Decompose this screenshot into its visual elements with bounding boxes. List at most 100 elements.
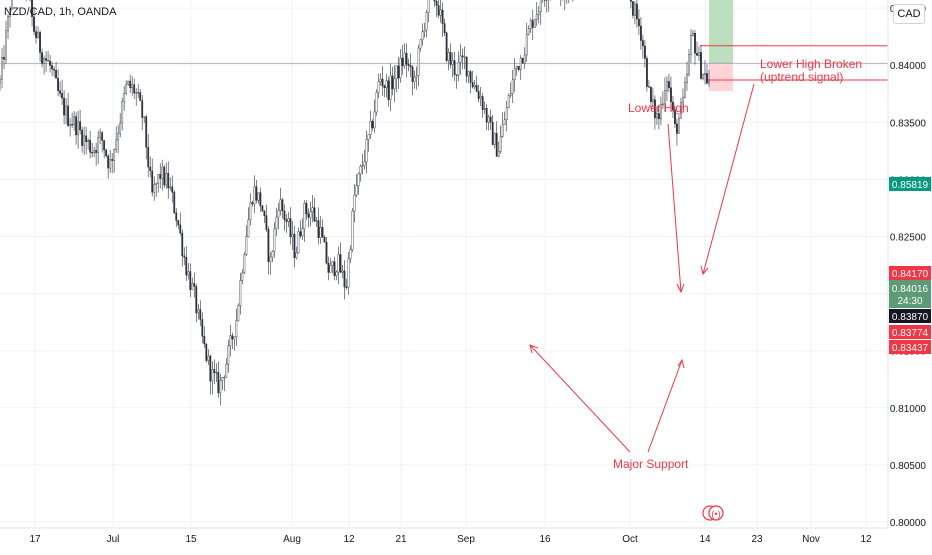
candle-body xyxy=(164,167,165,185)
candle-body xyxy=(522,58,523,63)
candle-body xyxy=(256,187,257,201)
candle-body xyxy=(684,83,685,97)
candle-body xyxy=(272,251,273,257)
candle-body xyxy=(374,112,375,128)
candle-body xyxy=(47,60,48,61)
price-axis[interactable]: 0.800000.805000.810000.815000.820000.825… xyxy=(890,0,927,529)
candle-body xyxy=(646,58,647,86)
candle-body xyxy=(37,32,38,38)
y-tick-label: 0.80500 xyxy=(890,461,927,472)
candle-body xyxy=(696,53,697,55)
candles xyxy=(0,0,710,405)
candle-body xyxy=(488,117,489,122)
candle-body xyxy=(540,0,541,12)
candle-body xyxy=(500,136,501,151)
currency-button[interactable]: CAD xyxy=(893,4,925,24)
candle-body xyxy=(524,55,525,63)
candle-body xyxy=(630,0,631,1)
candle-body xyxy=(276,217,277,229)
candle-body xyxy=(192,283,193,289)
candle-body xyxy=(352,211,353,250)
grid xyxy=(0,0,888,528)
candle-body xyxy=(95,150,96,152)
candle-body xyxy=(476,85,477,91)
candle-body xyxy=(166,173,167,185)
candle-body xyxy=(702,74,703,78)
candle-body xyxy=(408,64,409,65)
candle-body xyxy=(150,167,151,171)
candle-body xyxy=(248,220,249,237)
candle-body xyxy=(382,79,383,86)
candle-body xyxy=(254,187,255,204)
candle-body xyxy=(83,136,84,146)
candle-body xyxy=(264,211,265,216)
candle-body xyxy=(0,79,1,82)
candle-body xyxy=(280,200,281,211)
candle-body xyxy=(648,87,649,88)
candle-body xyxy=(348,259,349,287)
candle-body xyxy=(372,121,373,128)
candle-body xyxy=(127,81,128,84)
candle-body xyxy=(694,33,695,53)
candle-body xyxy=(101,133,102,141)
candle-body xyxy=(422,32,423,40)
candle-body xyxy=(360,166,361,174)
candle-body xyxy=(113,150,114,161)
candle-body xyxy=(396,66,397,79)
candle-body xyxy=(416,76,417,77)
candle-body xyxy=(262,206,263,211)
candle-body xyxy=(370,121,371,134)
candle-body xyxy=(366,139,367,161)
candle-body xyxy=(376,92,377,112)
annotations[interactable]: Lower High Lower High Broken (uptrend si… xyxy=(530,57,862,471)
candle-body xyxy=(212,369,213,381)
candle-body xyxy=(668,81,669,87)
event-markers[interactable]: (•) xyxy=(703,506,723,520)
x-tick-label: Sep xyxy=(457,534,475,545)
candle-body xyxy=(180,225,181,233)
candle-body xyxy=(666,81,667,90)
candle-body xyxy=(67,106,68,126)
candle-body xyxy=(178,221,179,225)
candle-body xyxy=(214,369,215,372)
candle-body xyxy=(398,66,399,78)
candle-body xyxy=(200,310,201,320)
candle-body xyxy=(644,46,645,58)
candle-body xyxy=(486,108,487,122)
candle-body xyxy=(534,20,535,28)
candle-body xyxy=(346,287,347,288)
candle-body xyxy=(636,4,637,19)
price-label: 0.84170 xyxy=(892,269,929,280)
candle-body xyxy=(63,98,64,115)
candle-body xyxy=(314,208,315,221)
candle-body xyxy=(268,229,269,261)
candle-body xyxy=(228,346,229,364)
candle-body xyxy=(252,203,253,204)
candle-body xyxy=(464,57,465,58)
candle-body xyxy=(512,80,513,94)
candle-body xyxy=(146,117,147,147)
candle-body xyxy=(402,58,403,66)
candle-body xyxy=(532,20,533,27)
candle-body xyxy=(642,41,643,46)
candle-body xyxy=(121,101,122,123)
candle-body xyxy=(298,232,299,253)
horizontal-levels[interactable] xyxy=(0,46,888,80)
x-tick-label: 15 xyxy=(185,534,197,545)
candle-body xyxy=(316,221,317,222)
candle-body xyxy=(208,356,209,361)
candle-body xyxy=(186,257,187,275)
candle-body xyxy=(204,336,205,344)
candle-body xyxy=(420,40,421,48)
uptrend-signal-label: (uptrend signal) xyxy=(760,70,843,84)
symbol-title[interactable]: NZD/CAD, 1h, OANDA xyxy=(4,6,116,18)
arrow-support-right xyxy=(648,360,682,452)
candle-body xyxy=(462,56,463,57)
y-tick-label: 0.83500 xyxy=(890,118,927,129)
candle-body xyxy=(454,61,455,75)
candle-body xyxy=(312,208,313,212)
countdown-label: 24:30 xyxy=(897,296,922,307)
